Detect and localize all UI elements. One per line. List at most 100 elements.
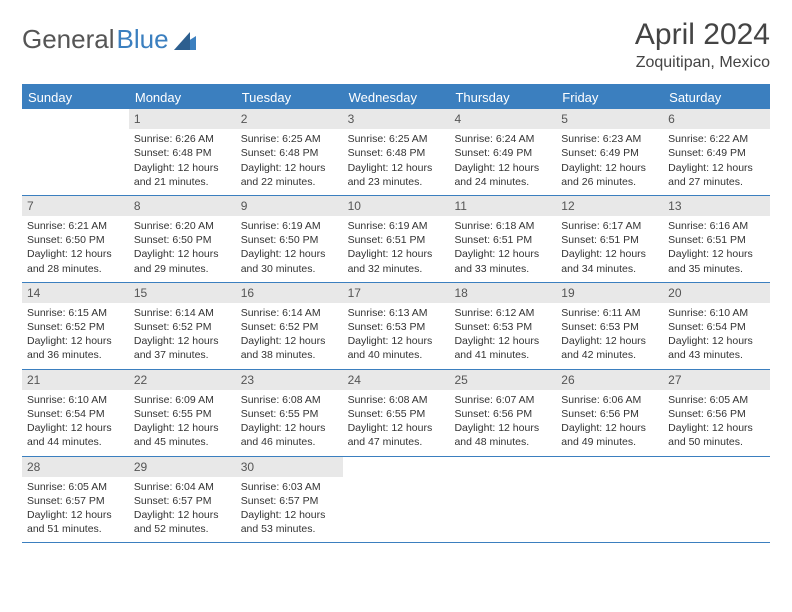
- sunset-text: Sunset: 6:48 PM: [241, 146, 338, 160]
- day-cell: 12Sunrise: 6:17 AMSunset: 6:51 PMDayligh…: [556, 196, 663, 282]
- sunset-text: Sunset: 6:57 PM: [134, 494, 231, 508]
- day-cell: 0: [343, 457, 450, 543]
- day-cell: 9Sunrise: 6:19 AMSunset: 6:50 PMDaylight…: [236, 196, 343, 282]
- day-number: 9: [236, 196, 343, 216]
- day-header: Saturday: [663, 86, 770, 109]
- day-content: Sunrise: 6:13 AMSunset: 6:53 PMDaylight:…: [343, 303, 450, 369]
- day-content: Sunrise: 6:15 AMSunset: 6:52 PMDaylight:…: [22, 303, 129, 369]
- day-header: Tuesday: [236, 86, 343, 109]
- day-content: Sunrise: 6:24 AMSunset: 6:49 PMDaylight:…: [449, 129, 556, 195]
- day-content: Sunrise: 6:03 AMSunset: 6:57 PMDaylight:…: [236, 477, 343, 543]
- day-content: Sunrise: 6:16 AMSunset: 6:51 PMDaylight:…: [663, 216, 770, 282]
- day-content: Sunrise: 6:10 AMSunset: 6:54 PMDaylight:…: [663, 303, 770, 369]
- day-cell: 22Sunrise: 6:09 AMSunset: 6:55 PMDayligh…: [129, 370, 236, 456]
- daylight-text: Daylight: 12 hours and 29 minutes.: [134, 247, 231, 275]
- day-header-row: SundayMondayTuesdayWednesdayThursdayFrid…: [22, 86, 770, 109]
- day-number: 2: [236, 109, 343, 129]
- daylight-text: Daylight: 12 hours and 33 minutes.: [454, 247, 551, 275]
- sunset-text: Sunset: 6:54 PM: [668, 320, 765, 334]
- day-content: Sunrise: 6:26 AMSunset: 6:48 PMDaylight:…: [129, 129, 236, 195]
- day-number: 15: [129, 283, 236, 303]
- sunrise-text: Sunrise: 6:16 AM: [668, 219, 765, 233]
- week-row: 7Sunrise: 6:21 AMSunset: 6:50 PMDaylight…: [22, 196, 770, 283]
- day-content: Sunrise: 6:08 AMSunset: 6:55 PMDaylight:…: [343, 390, 450, 456]
- day-cell: 11Sunrise: 6:18 AMSunset: 6:51 PMDayligh…: [449, 196, 556, 282]
- day-content: Sunrise: 6:23 AMSunset: 6:49 PMDaylight:…: [556, 129, 663, 195]
- day-cell: 7Sunrise: 6:21 AMSunset: 6:50 PMDaylight…: [22, 196, 129, 282]
- sunrise-text: Sunrise: 6:18 AM: [454, 219, 551, 233]
- daylight-text: Daylight: 12 hours and 36 minutes.: [27, 334, 124, 362]
- day-cell: 23Sunrise: 6:08 AMSunset: 6:55 PMDayligh…: [236, 370, 343, 456]
- day-cell: 25Sunrise: 6:07 AMSunset: 6:56 PMDayligh…: [449, 370, 556, 456]
- daylight-text: Daylight: 12 hours and 32 minutes.: [348, 247, 445, 275]
- day-content: Sunrise: 6:19 AMSunset: 6:51 PMDaylight:…: [343, 216, 450, 282]
- week-row: 0 1Sunrise: 6:26 AMSunset: 6:48 PMDaylig…: [22, 109, 770, 196]
- sunrise-text: Sunrise: 6:05 AM: [668, 393, 765, 407]
- daylight-text: Daylight: 12 hours and 51 minutes.: [27, 508, 124, 536]
- sunrise-text: Sunrise: 6:04 AM: [134, 480, 231, 494]
- sunset-text: Sunset: 6:53 PM: [454, 320, 551, 334]
- day-content: Sunrise: 6:19 AMSunset: 6:50 PMDaylight:…: [236, 216, 343, 282]
- sunrise-text: Sunrise: 6:21 AM: [27, 219, 124, 233]
- sunrise-text: Sunrise: 6:23 AM: [561, 132, 658, 146]
- day-cell: 20Sunrise: 6:10 AMSunset: 6:54 PMDayligh…: [663, 283, 770, 369]
- day-number: 5: [556, 109, 663, 129]
- sunrise-text: Sunrise: 6:13 AM: [348, 306, 445, 320]
- day-number: 24: [343, 370, 450, 390]
- daylight-text: Daylight: 12 hours and 30 minutes.: [241, 247, 338, 275]
- day-cell: 1Sunrise: 6:26 AMSunset: 6:48 PMDaylight…: [129, 109, 236, 195]
- day-number: 22: [129, 370, 236, 390]
- day-number: 4: [449, 109, 556, 129]
- sunset-text: Sunset: 6:53 PM: [561, 320, 658, 334]
- sunrise-text: Sunrise: 6:17 AM: [561, 219, 658, 233]
- sunrise-text: Sunrise: 6:19 AM: [241, 219, 338, 233]
- day-cell: 4Sunrise: 6:24 AMSunset: 6:49 PMDaylight…: [449, 109, 556, 195]
- sunset-text: Sunset: 6:52 PM: [27, 320, 124, 334]
- daylight-text: Daylight: 12 hours and 35 minutes.: [668, 247, 765, 275]
- day-cell: 15Sunrise: 6:14 AMSunset: 6:52 PMDayligh…: [129, 283, 236, 369]
- day-cell: 21Sunrise: 6:10 AMSunset: 6:54 PMDayligh…: [22, 370, 129, 456]
- day-header: Sunday: [22, 86, 129, 109]
- day-cell: 30Sunrise: 6:03 AMSunset: 6:57 PMDayligh…: [236, 457, 343, 543]
- sunrise-text: Sunrise: 6:05 AM: [27, 480, 124, 494]
- day-header: Wednesday: [343, 86, 450, 109]
- day-number: 16: [236, 283, 343, 303]
- day-header: Friday: [556, 86, 663, 109]
- sunset-text: Sunset: 6:56 PM: [668, 407, 765, 421]
- day-number: 3: [343, 109, 450, 129]
- sunrise-text: Sunrise: 6:08 AM: [348, 393, 445, 407]
- day-number: 13: [663, 196, 770, 216]
- day-cell: 29Sunrise: 6:04 AMSunset: 6:57 PMDayligh…: [129, 457, 236, 543]
- day-cell: 16Sunrise: 6:14 AMSunset: 6:52 PMDayligh…: [236, 283, 343, 369]
- day-content: Sunrise: 6:20 AMSunset: 6:50 PMDaylight:…: [129, 216, 236, 282]
- daylight-text: Daylight: 12 hours and 46 minutes.: [241, 421, 338, 449]
- day-number: 10: [343, 196, 450, 216]
- logo-text-part1: General: [22, 24, 115, 55]
- page-title: April 2024: [635, 18, 770, 52]
- day-cell: 3Sunrise: 6:25 AMSunset: 6:48 PMDaylight…: [343, 109, 450, 195]
- daylight-text: Daylight: 12 hours and 41 minutes.: [454, 334, 551, 362]
- day-content: Sunrise: 6:25 AMSunset: 6:48 PMDaylight:…: [343, 129, 450, 195]
- day-cell: 6Sunrise: 6:22 AMSunset: 6:49 PMDaylight…: [663, 109, 770, 195]
- daylight-text: Daylight: 12 hours and 53 minutes.: [241, 508, 338, 536]
- day-cell: 5Sunrise: 6:23 AMSunset: 6:49 PMDaylight…: [556, 109, 663, 195]
- sunset-text: Sunset: 6:51 PM: [668, 233, 765, 247]
- day-content: Sunrise: 6:05 AMSunset: 6:57 PMDaylight:…: [22, 477, 129, 543]
- day-cell: 17Sunrise: 6:13 AMSunset: 6:53 PMDayligh…: [343, 283, 450, 369]
- daylight-text: Daylight: 12 hours and 37 minutes.: [134, 334, 231, 362]
- daylight-text: Daylight: 12 hours and 52 minutes.: [134, 508, 231, 536]
- day-number: 26: [556, 370, 663, 390]
- sunset-text: Sunset: 6:56 PM: [561, 407, 658, 421]
- sunset-text: Sunset: 6:55 PM: [348, 407, 445, 421]
- sunrise-text: Sunrise: 6:09 AM: [134, 393, 231, 407]
- day-number: 7: [22, 196, 129, 216]
- day-content: Sunrise: 6:10 AMSunset: 6:54 PMDaylight:…: [22, 390, 129, 456]
- sunrise-text: Sunrise: 6:08 AM: [241, 393, 338, 407]
- daylight-text: Daylight: 12 hours and 38 minutes.: [241, 334, 338, 362]
- sunrise-text: Sunrise: 6:20 AM: [134, 219, 231, 233]
- daylight-text: Daylight: 12 hours and 48 minutes.: [454, 421, 551, 449]
- day-cell: 0: [556, 457, 663, 543]
- sunset-text: Sunset: 6:52 PM: [134, 320, 231, 334]
- sunrise-text: Sunrise: 6:03 AM: [241, 480, 338, 494]
- day-cell: 0: [449, 457, 556, 543]
